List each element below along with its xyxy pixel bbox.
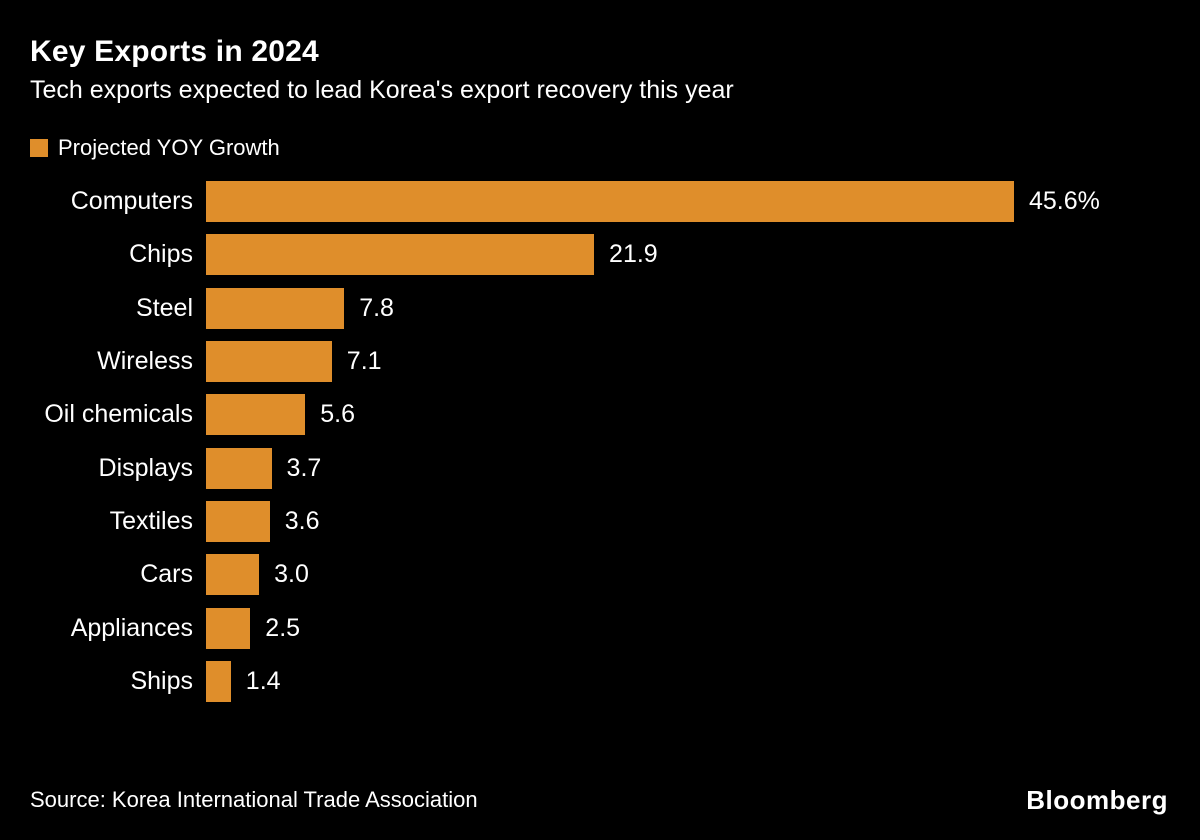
- bar: [206, 500, 270, 542]
- bar: [206, 447, 272, 489]
- bar: [206, 341, 332, 383]
- category-label: Chips: [129, 240, 193, 269]
- bar: [206, 660, 231, 702]
- value-label: 3.0: [274, 560, 309, 589]
- category-label: Wireless: [97, 347, 193, 376]
- category-label: Ships: [130, 666, 193, 695]
- value-label: 3.6: [284, 506, 320, 535]
- category-label: Cars: [140, 560, 193, 589]
- value-label: 2.5: [265, 613, 301, 642]
- bar-row: Textiles 3.6: [30, 495, 1170, 548]
- bar-row: Cars 3.0: [30, 548, 1170, 601]
- category-label: Appliances: [70, 613, 193, 642]
- value-label: 45.6%: [1029, 187, 1100, 216]
- category-label: Computers: [70, 187, 193, 216]
- bar-row: Computers 45.6%: [30, 175, 1170, 228]
- chart-content: Key Exports in 2024 Tech exports expecte…: [30, 34, 1170, 708]
- bar: [206, 607, 251, 649]
- category-label: Oil chemicals: [44, 400, 193, 429]
- chart-title: Key Exports in 2024: [30, 35, 319, 68]
- source-credit: Source: Korea International Trade Associ…: [30, 787, 478, 812]
- bar-row: Appliances 2.5: [30, 601, 1170, 654]
- value-label: 5.6: [320, 400, 355, 429]
- legend: Projected YOY Growth: [30, 135, 1170, 160]
- category-label: Steel: [136, 293, 193, 322]
- bar-row: Wireless 7.1: [30, 335, 1170, 388]
- bar: [206, 554, 260, 596]
- value-label: 7.8: [359, 293, 394, 322]
- bar: [206, 181, 1014, 223]
- category-label: Displays: [98, 453, 193, 482]
- legend-label: Projected YOY Growth: [58, 135, 280, 160]
- bar-row: Chips 21.9: [30, 228, 1170, 281]
- bar-row: Oil chemicals 5.6: [30, 388, 1170, 441]
- value-label: 21.9: [609, 240, 658, 269]
- bar-row: Steel 7.8: [30, 282, 1170, 335]
- value-label: 3.7: [286, 453, 322, 482]
- bar: [206, 394, 306, 436]
- category-label: Textiles: [109, 506, 193, 535]
- chart-subtitle: Tech exports expected to lead Korea's ex…: [30, 76, 734, 104]
- footer: Source: Korea International Trade Associ…: [30, 785, 1168, 815]
- bloomberg-logo: Bloomberg: [1026, 784, 1168, 815]
- bar: [206, 234, 595, 276]
- bar-chart: Computers 45.6% Chips 21.9 Steel 7.8 Wireless 7…: [30, 175, 1170, 708]
- bar-row: Ships 1.4: [30, 655, 1170, 708]
- bar-row: Displays 3.7: [30, 441, 1170, 494]
- value-label: 1.4: [245, 666, 281, 695]
- bar: [206, 287, 345, 329]
- legend-swatch-icon: [30, 139, 48, 157]
- value-label: 7.1: [346, 347, 382, 376]
